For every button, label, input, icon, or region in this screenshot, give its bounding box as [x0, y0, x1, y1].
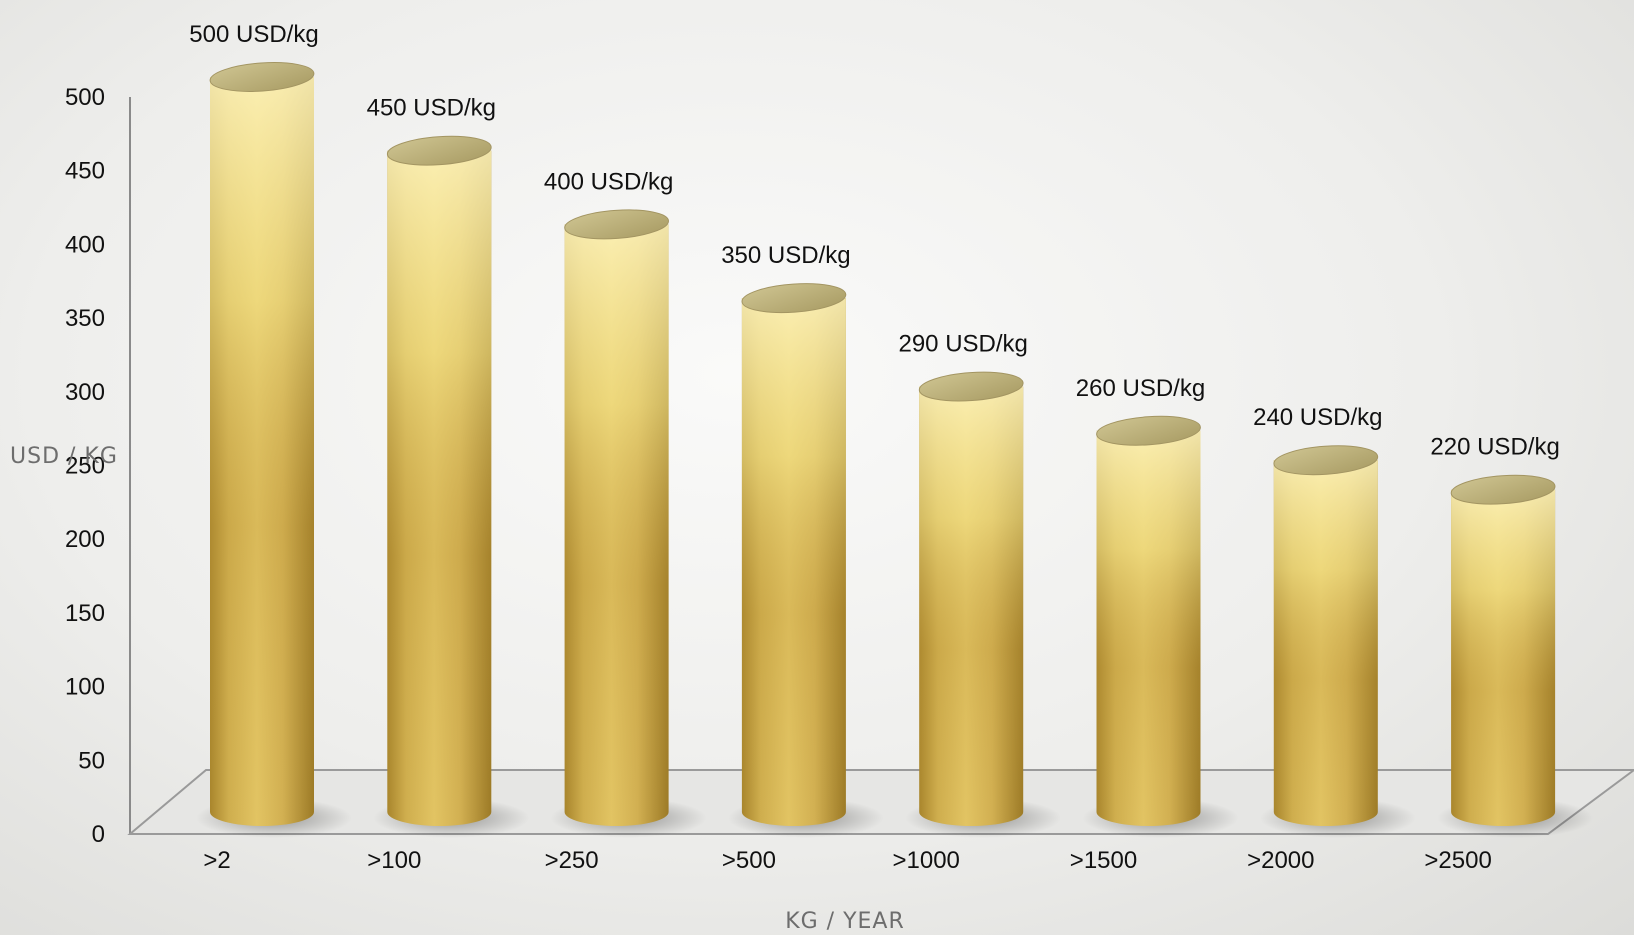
bar: [550, 209, 707, 838]
bar-highlight: [1451, 489, 1556, 827]
x-tick-label: >1000: [892, 847, 959, 874]
bar-highlight: [387, 150, 492, 827]
data-label: 290 USD/kg: [898, 331, 1027, 358]
y-tick-label: 350: [65, 305, 105, 332]
bar: [373, 135, 530, 838]
y-tick-label: 50: [78, 747, 105, 774]
y-tick-label: 200: [65, 526, 105, 553]
chart-axes: [127, 97, 1634, 835]
data-label: 260 USD/kg: [1076, 375, 1205, 402]
data-label: 240 USD/kg: [1253, 404, 1382, 431]
bar: [1082, 415, 1239, 838]
bar: [1259, 445, 1416, 838]
x-tick-label: >1500: [1070, 847, 1137, 874]
x-tick-label: >100: [367, 847, 421, 874]
y-axis-title: USD / KG: [10, 444, 118, 469]
bar-highlight: [564, 224, 669, 827]
data-label: 400 USD/kg: [544, 168, 673, 195]
bar-top: [564, 209, 669, 240]
data-labels: 500 USD/kg 450 USD/kg 400 USD/kg 350 USD/kg…: [189, 21, 1560, 461]
x-axis-ticks: >2 >100 >250 >500 >1000 >1500 >2000 >2500: [203, 847, 1491, 874]
bar-highlight: [741, 298, 846, 827]
bar: [1437, 474, 1594, 838]
bar-highlight: [919, 386, 1024, 827]
x-tick-label: >2: [203, 847, 230, 874]
bar-highlight: [1273, 460, 1378, 827]
y-axis-ticks: 0 50 100 150 200 250 300 350 400 450 500: [65, 84, 105, 848]
data-label: 450 USD/kg: [367, 95, 496, 122]
bar-highlight: [1096, 430, 1201, 827]
x-tick-label: >250: [545, 847, 599, 874]
bar: [196, 62, 352, 838]
y-tick-label: 150: [65, 600, 105, 627]
bar-top: [209, 62, 315, 92]
data-label: 500 USD/kg: [189, 21, 318, 48]
bar-top: [386, 135, 492, 166]
y-tick-label: 250: [65, 453, 105, 480]
y-tick-label: 0: [92, 821, 105, 848]
y-tick-label: 500: [65, 84, 105, 111]
x-tick-label: >2000: [1247, 847, 1314, 874]
bar-top: [918, 371, 1024, 402]
data-label: 220 USD/kg: [1430, 434, 1559, 461]
y-tick-label: 300: [65, 379, 105, 406]
x-tick-label: >2500: [1424, 847, 1491, 874]
bar-top: [1450, 474, 1556, 505]
y-tick-label: 450: [65, 158, 105, 185]
bar-top: [741, 283, 847, 314]
bar-highlight: [210, 77, 314, 826]
bars-group: [196, 62, 1594, 838]
x-tick-label: >500: [722, 847, 776, 874]
bar: [727, 283, 884, 838]
bar: [905, 371, 1062, 838]
data-label: 350 USD/kg: [721, 242, 850, 269]
y-tick-label: 100: [65, 674, 105, 701]
y-tick-label: 400: [65, 231, 105, 258]
x-axis-title: KG / YEAR: [785, 909, 905, 934]
bar-top: [1096, 415, 1201, 446]
bar-top: [1273, 445, 1379, 476]
